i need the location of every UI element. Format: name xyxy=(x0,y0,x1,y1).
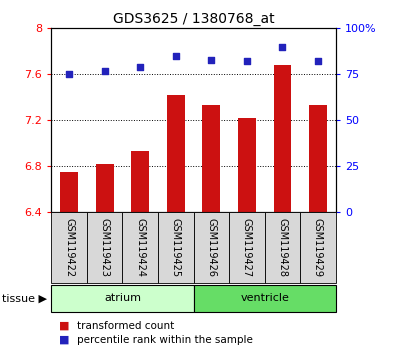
Bar xyxy=(51,212,87,283)
Bar xyxy=(131,152,149,212)
Text: GSM119423: GSM119423 xyxy=(100,218,110,277)
Bar xyxy=(194,212,229,283)
Text: GSM119426: GSM119426 xyxy=(206,218,216,277)
Text: GSM119427: GSM119427 xyxy=(242,218,252,277)
Text: percentile rank within the sample: percentile rank within the sample xyxy=(77,335,253,345)
Bar xyxy=(202,105,220,212)
Text: ■: ■ xyxy=(59,335,70,345)
Text: ■: ■ xyxy=(59,321,70,331)
Bar xyxy=(229,212,265,283)
Point xyxy=(66,72,72,77)
Point xyxy=(244,59,250,64)
Bar xyxy=(265,212,300,283)
Point xyxy=(315,59,321,64)
Bar xyxy=(122,212,158,283)
Text: GSM119424: GSM119424 xyxy=(135,218,145,277)
Bar xyxy=(167,95,184,212)
Text: transformed count: transformed count xyxy=(77,321,174,331)
Point xyxy=(208,57,214,62)
Bar xyxy=(274,65,292,212)
Text: GSM119422: GSM119422 xyxy=(64,218,74,277)
Title: GDS3625 / 1380768_at: GDS3625 / 1380768_at xyxy=(113,12,275,26)
Bar xyxy=(51,285,194,312)
Bar xyxy=(309,105,327,212)
Text: GSM119425: GSM119425 xyxy=(171,218,181,277)
Text: GSM119429: GSM119429 xyxy=(313,218,323,277)
Bar xyxy=(158,212,194,283)
Text: ventricle: ventricle xyxy=(240,293,289,303)
Point xyxy=(137,64,143,70)
Bar xyxy=(238,118,256,212)
Bar xyxy=(300,212,336,283)
Bar xyxy=(194,285,336,312)
Point xyxy=(173,53,179,59)
Point xyxy=(279,44,286,50)
Text: GSM119428: GSM119428 xyxy=(277,218,288,277)
Text: tissue ▶: tissue ▶ xyxy=(2,293,47,303)
Point xyxy=(102,68,108,74)
Bar xyxy=(87,212,122,283)
Bar xyxy=(60,172,78,212)
Bar xyxy=(96,164,114,212)
Text: atrium: atrium xyxy=(104,293,141,303)
